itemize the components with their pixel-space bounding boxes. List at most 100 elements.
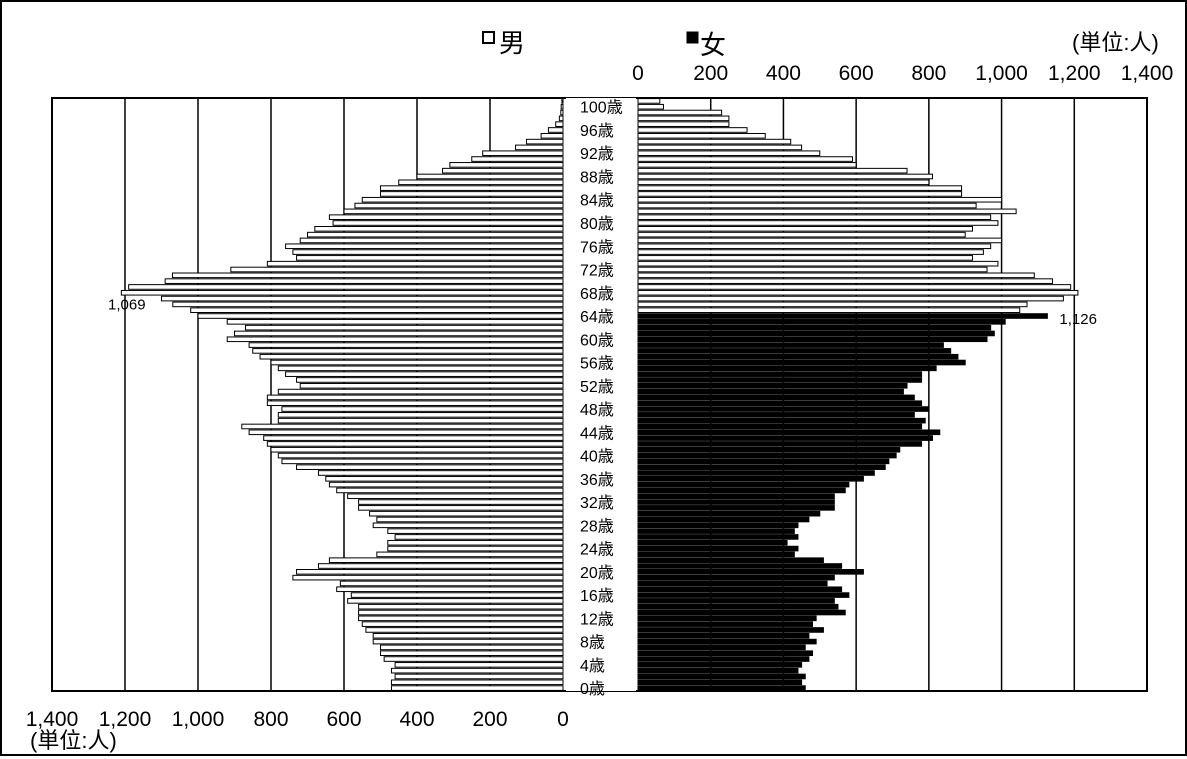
bar-male-age-55 xyxy=(277,365,564,372)
bar-male-age-30 xyxy=(369,510,564,517)
left-tick-label: 400 xyxy=(399,708,434,731)
bar-male-age-73 xyxy=(266,260,564,267)
age-label: 36歳 xyxy=(580,471,614,489)
age-label: 60歳 xyxy=(580,331,614,349)
right-tick-label: 1,400 xyxy=(1121,62,1174,85)
bar-female-age-9 xyxy=(637,632,810,639)
bar-male-age-6 xyxy=(380,650,564,657)
right-tick-label: 1,000 xyxy=(975,62,1028,85)
bar-female-age-63 xyxy=(637,319,1006,325)
bar-female-age-85 xyxy=(637,191,963,197)
bar-male-age-61 xyxy=(234,330,564,337)
bar-female-age-13 xyxy=(637,609,846,616)
bar-male-age-60 xyxy=(226,336,564,343)
bar-female-age-32 xyxy=(637,499,835,505)
bar-female-age-27 xyxy=(637,528,795,534)
age-label: 20歳 xyxy=(580,564,614,582)
right-tick-label: 800 xyxy=(911,62,946,85)
bar-male-age-68 xyxy=(120,289,564,296)
bar-male-age-87 xyxy=(398,179,564,186)
bar-female-age-56 xyxy=(637,359,966,366)
left-tick-label: 600 xyxy=(326,708,361,731)
bar-female-age-17 xyxy=(637,586,843,593)
bar-male-age-93 xyxy=(515,144,564,151)
bar-male-age-2 xyxy=(394,673,564,680)
bar-male-age-7 xyxy=(380,644,564,651)
bar-female-age-42 xyxy=(637,441,923,447)
bar-female-age-100 xyxy=(637,103,664,110)
bar-female-age-48 xyxy=(637,406,930,412)
bar-female-age-82 xyxy=(637,208,1017,215)
bar-male-age-45 xyxy=(241,423,564,430)
bar-female-age-49 xyxy=(637,400,923,407)
bar-male-age-63 xyxy=(226,319,564,325)
bar-female-age-78 xyxy=(637,231,966,238)
bar-male-age-3 xyxy=(390,667,564,674)
bar-female-age-86 xyxy=(637,185,963,191)
bar-male-age-86 xyxy=(380,185,564,191)
bar-female-age-53 xyxy=(637,377,923,383)
bar-male-age-28 xyxy=(372,522,564,529)
bar-female-age-47 xyxy=(637,412,915,418)
bar-male-age-57 xyxy=(259,353,564,360)
bar-male-age-32 xyxy=(358,499,564,505)
unit-label-top: (単位:人) xyxy=(1072,30,1159,55)
unit-label-bottom: (単位:人) xyxy=(30,728,117,753)
bar-male-age-82 xyxy=(343,208,564,215)
legend-swatch-male xyxy=(482,31,495,44)
bar-male-age-90 xyxy=(449,162,564,168)
left-tick-label: 0 xyxy=(557,708,569,731)
bar-male-age-44 xyxy=(248,429,564,436)
bar-female-age-18 xyxy=(637,580,828,587)
bar-male-age-16 xyxy=(350,592,564,598)
bar-female-age-75 xyxy=(637,249,984,255)
age-label: 80歳 xyxy=(580,215,614,233)
bar-male-age-13 xyxy=(358,609,564,616)
bar-male-age-40 xyxy=(277,452,564,459)
bar-male-age-47 xyxy=(277,412,564,418)
left-tick-label: 1,000 xyxy=(172,708,225,731)
bar-female-age-70 xyxy=(637,278,1053,284)
bar-female-age-16 xyxy=(637,592,850,598)
bar-male-age-59 xyxy=(248,342,564,348)
bar-female-age-6 xyxy=(637,650,814,657)
age-label: 24歳 xyxy=(580,541,614,559)
age-axis-labels: 0歳 4歳 8歳 12歳 16歳 20歳 24歳 28歳 32歳 36歳 40歳 44歳 48歳 52歳 5… xyxy=(580,99,623,698)
left-tick-label: 800 xyxy=(253,708,288,731)
right-tick-label: 0 xyxy=(632,62,644,85)
bar-female-age-96 xyxy=(637,127,748,133)
bar-male-age-31 xyxy=(358,505,564,511)
bar-female-age-73 xyxy=(637,260,999,267)
age-label: 12歳 xyxy=(580,610,614,628)
bar-female-age-22 xyxy=(637,557,824,563)
bar-male-age-91 xyxy=(471,156,564,162)
age-label: 96歳 xyxy=(580,122,614,140)
bar-female-age-46 xyxy=(637,417,926,424)
bar-female-age-52 xyxy=(637,382,908,389)
bar-female-age-41 xyxy=(637,446,901,453)
bar-male-age-89 xyxy=(442,167,564,174)
bar-female-age-34 xyxy=(637,487,846,494)
bar-male-age-69 xyxy=(128,284,564,290)
bar-male-age-39 xyxy=(281,458,564,465)
bar-female-age-30 xyxy=(637,510,821,517)
bar-male-age-23 xyxy=(376,551,564,558)
left-tick-label: 1,400 xyxy=(26,708,79,731)
age-label-strip xyxy=(566,98,636,691)
bar-female-age-26 xyxy=(637,534,799,540)
bar-male-age-85 xyxy=(380,191,564,197)
left-tick-label: 1,200 xyxy=(99,708,152,731)
age-label: 8歳 xyxy=(580,634,605,652)
bar-male-age-56 xyxy=(270,359,564,366)
bar-male-age-15 xyxy=(347,598,564,604)
bar-female-age-33 xyxy=(637,493,835,500)
bar-male-age-53 xyxy=(296,377,564,383)
bar-male-age-12 xyxy=(358,615,564,622)
gridlines xyxy=(124,98,1076,691)
bar-female-age-91 xyxy=(637,156,854,162)
bar-female-age-99 xyxy=(637,109,723,116)
bar-male-age-88 xyxy=(416,173,564,180)
bar-male-age-80 xyxy=(332,220,564,226)
